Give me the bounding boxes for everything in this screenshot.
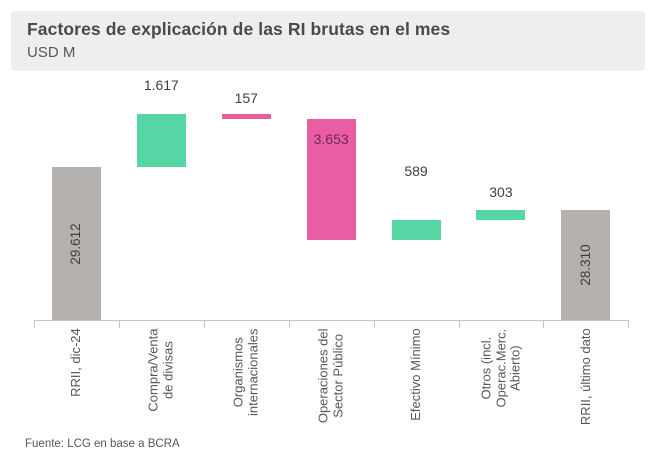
category-label-text: Efectivo Mínimo: [407, 328, 423, 421]
category-label: Efectivo Mínimo: [407, 328, 424, 436]
bar-value-label: 157: [234, 89, 258, 106]
category-label-text: Operaciones del Sector Público: [315, 328, 346, 423]
axis-tick: [118, 321, 120, 328]
bar-value-label: 1.617: [143, 76, 179, 93]
chart-header-band: Factores de explicación de las RI brutas…: [11, 11, 645, 71]
category-label: Otros (incl. Operac.Merc. Abierto): [478, 328, 523, 436]
category-label-text: Otros (incl. Operac.Merc. Abierto): [478, 328, 523, 407]
category-label-text: RRII, dic-24: [68, 328, 84, 397]
waterfall-bar-6: [476, 210, 526, 221]
axis-tick: [373, 321, 375, 328]
axis-tick: [288, 321, 290, 328]
category-label: Operaciones del Sector Público: [315, 328, 346, 436]
axis-tick: [458, 321, 460, 328]
waterfall-bar-5: [391, 220, 441, 240]
x-axis-line: [34, 320, 630, 321]
waterfall-bar-4: [306, 119, 356, 240]
category-label: Organismos internacionales: [230, 328, 261, 436]
waterfall-bar-1: [51, 167, 101, 320]
category-label: RRII, dic-24: [68, 328, 84, 436]
source-note: Fuente: LCG en base a BCRA: [25, 438, 180, 450]
waterfall-bar-2: [136, 113, 186, 168]
category-label: RRII, último dato: [577, 328, 594, 436]
axis-tick: [34, 321, 35, 328]
category-label: Compra/Venta de divisas: [145, 328, 176, 436]
chart-title: Factores de explicación de las RI brutas…: [27, 19, 451, 39]
waterfall-bar-7: [561, 210, 611, 320]
axis-tick: [203, 321, 205, 328]
category-label-text: Organismos internacionales: [230, 328, 261, 416]
category-label-text: RRII, último dato: [577, 328, 593, 426]
axis-tick: [543, 321, 545, 328]
bar-value-label: 29.612: [68, 223, 84, 265]
waterfall-bar-3: [221, 113, 271, 119]
category-label-text: Compra/Venta de divisas: [145, 328, 176, 412]
bar-value-label: 3.653: [313, 131, 349, 147]
bar-value-label: 303: [489, 184, 513, 201]
bar-value-label: 28.310: [577, 244, 593, 286]
chart-units-subtitle: USD M: [27, 44, 76, 61]
axis-tick: [628, 321, 630, 328]
bar-value-label: 589: [404, 163, 428, 180]
